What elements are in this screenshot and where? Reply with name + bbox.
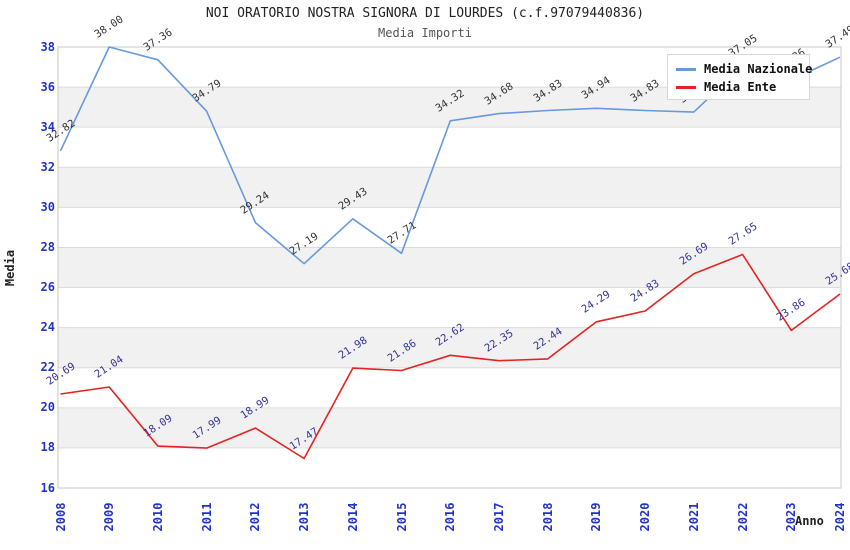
x-tick-label: 2010 (150, 502, 165, 532)
x-tick-label: 2024 (833, 502, 847, 532)
y-tick-label: 24 (40, 320, 55, 335)
legend: Media Nazionale Media Ente (667, 54, 812, 100)
y-tick-label: 36 (40, 79, 55, 94)
y-tick-label: 22 (40, 360, 55, 375)
x-tick-label: 2022 (735, 502, 750, 532)
legend-label: Media Ente (704, 80, 777, 94)
x-tick-label: 2018 (540, 502, 555, 532)
x-tick-label: 2016 (443, 502, 458, 532)
x-tick-label: 2011 (199, 502, 214, 532)
chart-title: NOI ORATORIO NOSTRA SIGNORA DI LOURDES (… (205, 6, 645, 21)
y-tick-label: 30 (40, 199, 55, 214)
x-tick-label: 2021 (686, 502, 701, 532)
x-tick-label: 2008 (53, 502, 68, 532)
x-tick-label: 2015 (394, 502, 409, 532)
x-tick-label: 2012 (248, 502, 263, 532)
y-tick-label: 34 (40, 119, 55, 134)
x-tick-label: 2013 (297, 502, 312, 532)
chart-subtitle: Media Importi (378, 26, 472, 40)
y-tick-label: 18 (40, 440, 55, 455)
y-tick-label: 26 (40, 280, 55, 295)
legend-item-media-nazionale: Media Nazionale (676, 61, 812, 77)
y-tick-label: 32 (40, 159, 55, 174)
x-tick-label: 2009 (102, 502, 117, 532)
x-tick-label: 2017 (491, 502, 506, 532)
y-tick-label: 20 (40, 400, 55, 415)
media-ente-line-swatch-icon (676, 85, 696, 89)
legend-item-media-ente: Media Ente (676, 79, 801, 95)
y-tick-label: 28 (40, 239, 55, 254)
y-tick-label: 38 (40, 39, 55, 54)
y-axis-title: Media (3, 249, 17, 287)
y-tick-label: 16 (40, 480, 55, 495)
x-tick-label: 2020 (638, 502, 653, 532)
x-tick-label: 2019 (589, 502, 604, 532)
legend-label: Media Nazionale (704, 62, 813, 76)
x-axis-title: Anno (795, 514, 824, 528)
x-tick-label: 2014 (345, 502, 360, 532)
media-nazionale-line-swatch-icon (676, 67, 696, 71)
